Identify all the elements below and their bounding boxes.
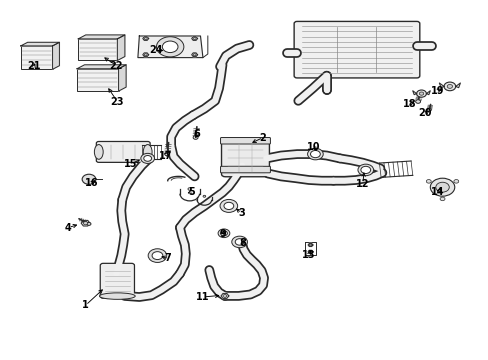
Polygon shape [81, 220, 90, 226]
Circle shape [447, 85, 451, 88]
Circle shape [82, 174, 96, 184]
FancyBboxPatch shape [78, 39, 117, 60]
FancyBboxPatch shape [220, 166, 270, 173]
Circle shape [310, 150, 320, 158]
Circle shape [435, 182, 448, 192]
Polygon shape [412, 91, 416, 95]
Circle shape [453, 180, 458, 183]
Circle shape [218, 229, 229, 238]
Text: 2: 2 [259, 132, 266, 143]
Circle shape [152, 252, 163, 260]
Polygon shape [119, 65, 126, 91]
Text: 8: 8 [239, 238, 246, 248]
Circle shape [156, 37, 183, 57]
Text: 10: 10 [306, 142, 320, 152]
Text: 7: 7 [164, 253, 171, 264]
Text: 6: 6 [193, 129, 200, 139]
Circle shape [419, 92, 423, 95]
Text: 5: 5 [188, 186, 195, 197]
Polygon shape [142, 53, 148, 57]
Polygon shape [191, 53, 197, 57]
Text: 17: 17 [158, 150, 172, 161]
Circle shape [144, 37, 147, 40]
Text: 13: 13 [302, 250, 315, 260]
FancyBboxPatch shape [20, 46, 53, 69]
Circle shape [144, 54, 147, 56]
Text: 12: 12 [355, 179, 369, 189]
Circle shape [148, 249, 166, 262]
Polygon shape [117, 35, 124, 60]
Circle shape [307, 148, 323, 160]
Circle shape [308, 251, 311, 253]
Text: 19: 19 [430, 86, 444, 96]
Circle shape [360, 166, 370, 174]
FancyBboxPatch shape [220, 138, 270, 144]
FancyBboxPatch shape [77, 69, 118, 91]
Circle shape [224, 202, 233, 210]
Circle shape [143, 156, 151, 161]
Text: 15: 15 [124, 159, 138, 169]
Polygon shape [307, 250, 312, 253]
Circle shape [220, 231, 227, 236]
Polygon shape [191, 37, 197, 40]
Circle shape [439, 197, 444, 201]
Circle shape [141, 153, 154, 163]
Circle shape [223, 294, 226, 297]
Circle shape [357, 164, 373, 176]
Circle shape [193, 136, 198, 139]
Polygon shape [53, 42, 60, 69]
Circle shape [87, 222, 91, 225]
Polygon shape [77, 65, 126, 69]
Polygon shape [455, 83, 460, 88]
Text: 4: 4 [65, 222, 72, 233]
FancyBboxPatch shape [100, 264, 134, 298]
Text: 23: 23 [110, 96, 124, 107]
Polygon shape [20, 42, 60, 46]
Ellipse shape [143, 145, 152, 159]
Circle shape [235, 239, 244, 245]
Text: 21: 21 [27, 60, 41, 71]
Ellipse shape [99, 293, 135, 300]
Polygon shape [138, 36, 203, 58]
Text: 11: 11 [196, 292, 209, 302]
Polygon shape [142, 37, 148, 40]
Circle shape [429, 178, 454, 196]
Circle shape [193, 54, 196, 56]
Circle shape [220, 199, 237, 212]
Circle shape [187, 188, 191, 190]
Circle shape [193, 37, 196, 40]
Text: 9: 9 [219, 229, 225, 239]
Text: 1: 1 [82, 300, 89, 310]
Circle shape [415, 100, 420, 103]
FancyBboxPatch shape [221, 139, 269, 177]
Circle shape [231, 236, 247, 248]
Polygon shape [307, 243, 312, 247]
Text: 20: 20 [418, 108, 431, 118]
Polygon shape [438, 83, 443, 88]
Circle shape [416, 90, 426, 97]
Circle shape [203, 195, 205, 197]
Polygon shape [426, 91, 429, 95]
Text: 3: 3 [238, 208, 244, 218]
Circle shape [308, 244, 311, 246]
Circle shape [426, 180, 430, 183]
Text: 14: 14 [430, 187, 444, 197]
FancyBboxPatch shape [96, 141, 150, 162]
Text: 24: 24 [149, 45, 163, 55]
Circle shape [83, 221, 88, 225]
Text: 18: 18 [402, 99, 416, 109]
Polygon shape [78, 35, 124, 39]
Circle shape [162, 41, 178, 53]
FancyBboxPatch shape [293, 22, 419, 78]
Text: 22: 22 [109, 60, 123, 71]
Ellipse shape [94, 145, 103, 159]
Circle shape [427, 108, 430, 111]
Circle shape [164, 152, 169, 156]
Polygon shape [221, 293, 228, 298]
Circle shape [443, 82, 455, 91]
Text: 16: 16 [85, 178, 99, 188]
